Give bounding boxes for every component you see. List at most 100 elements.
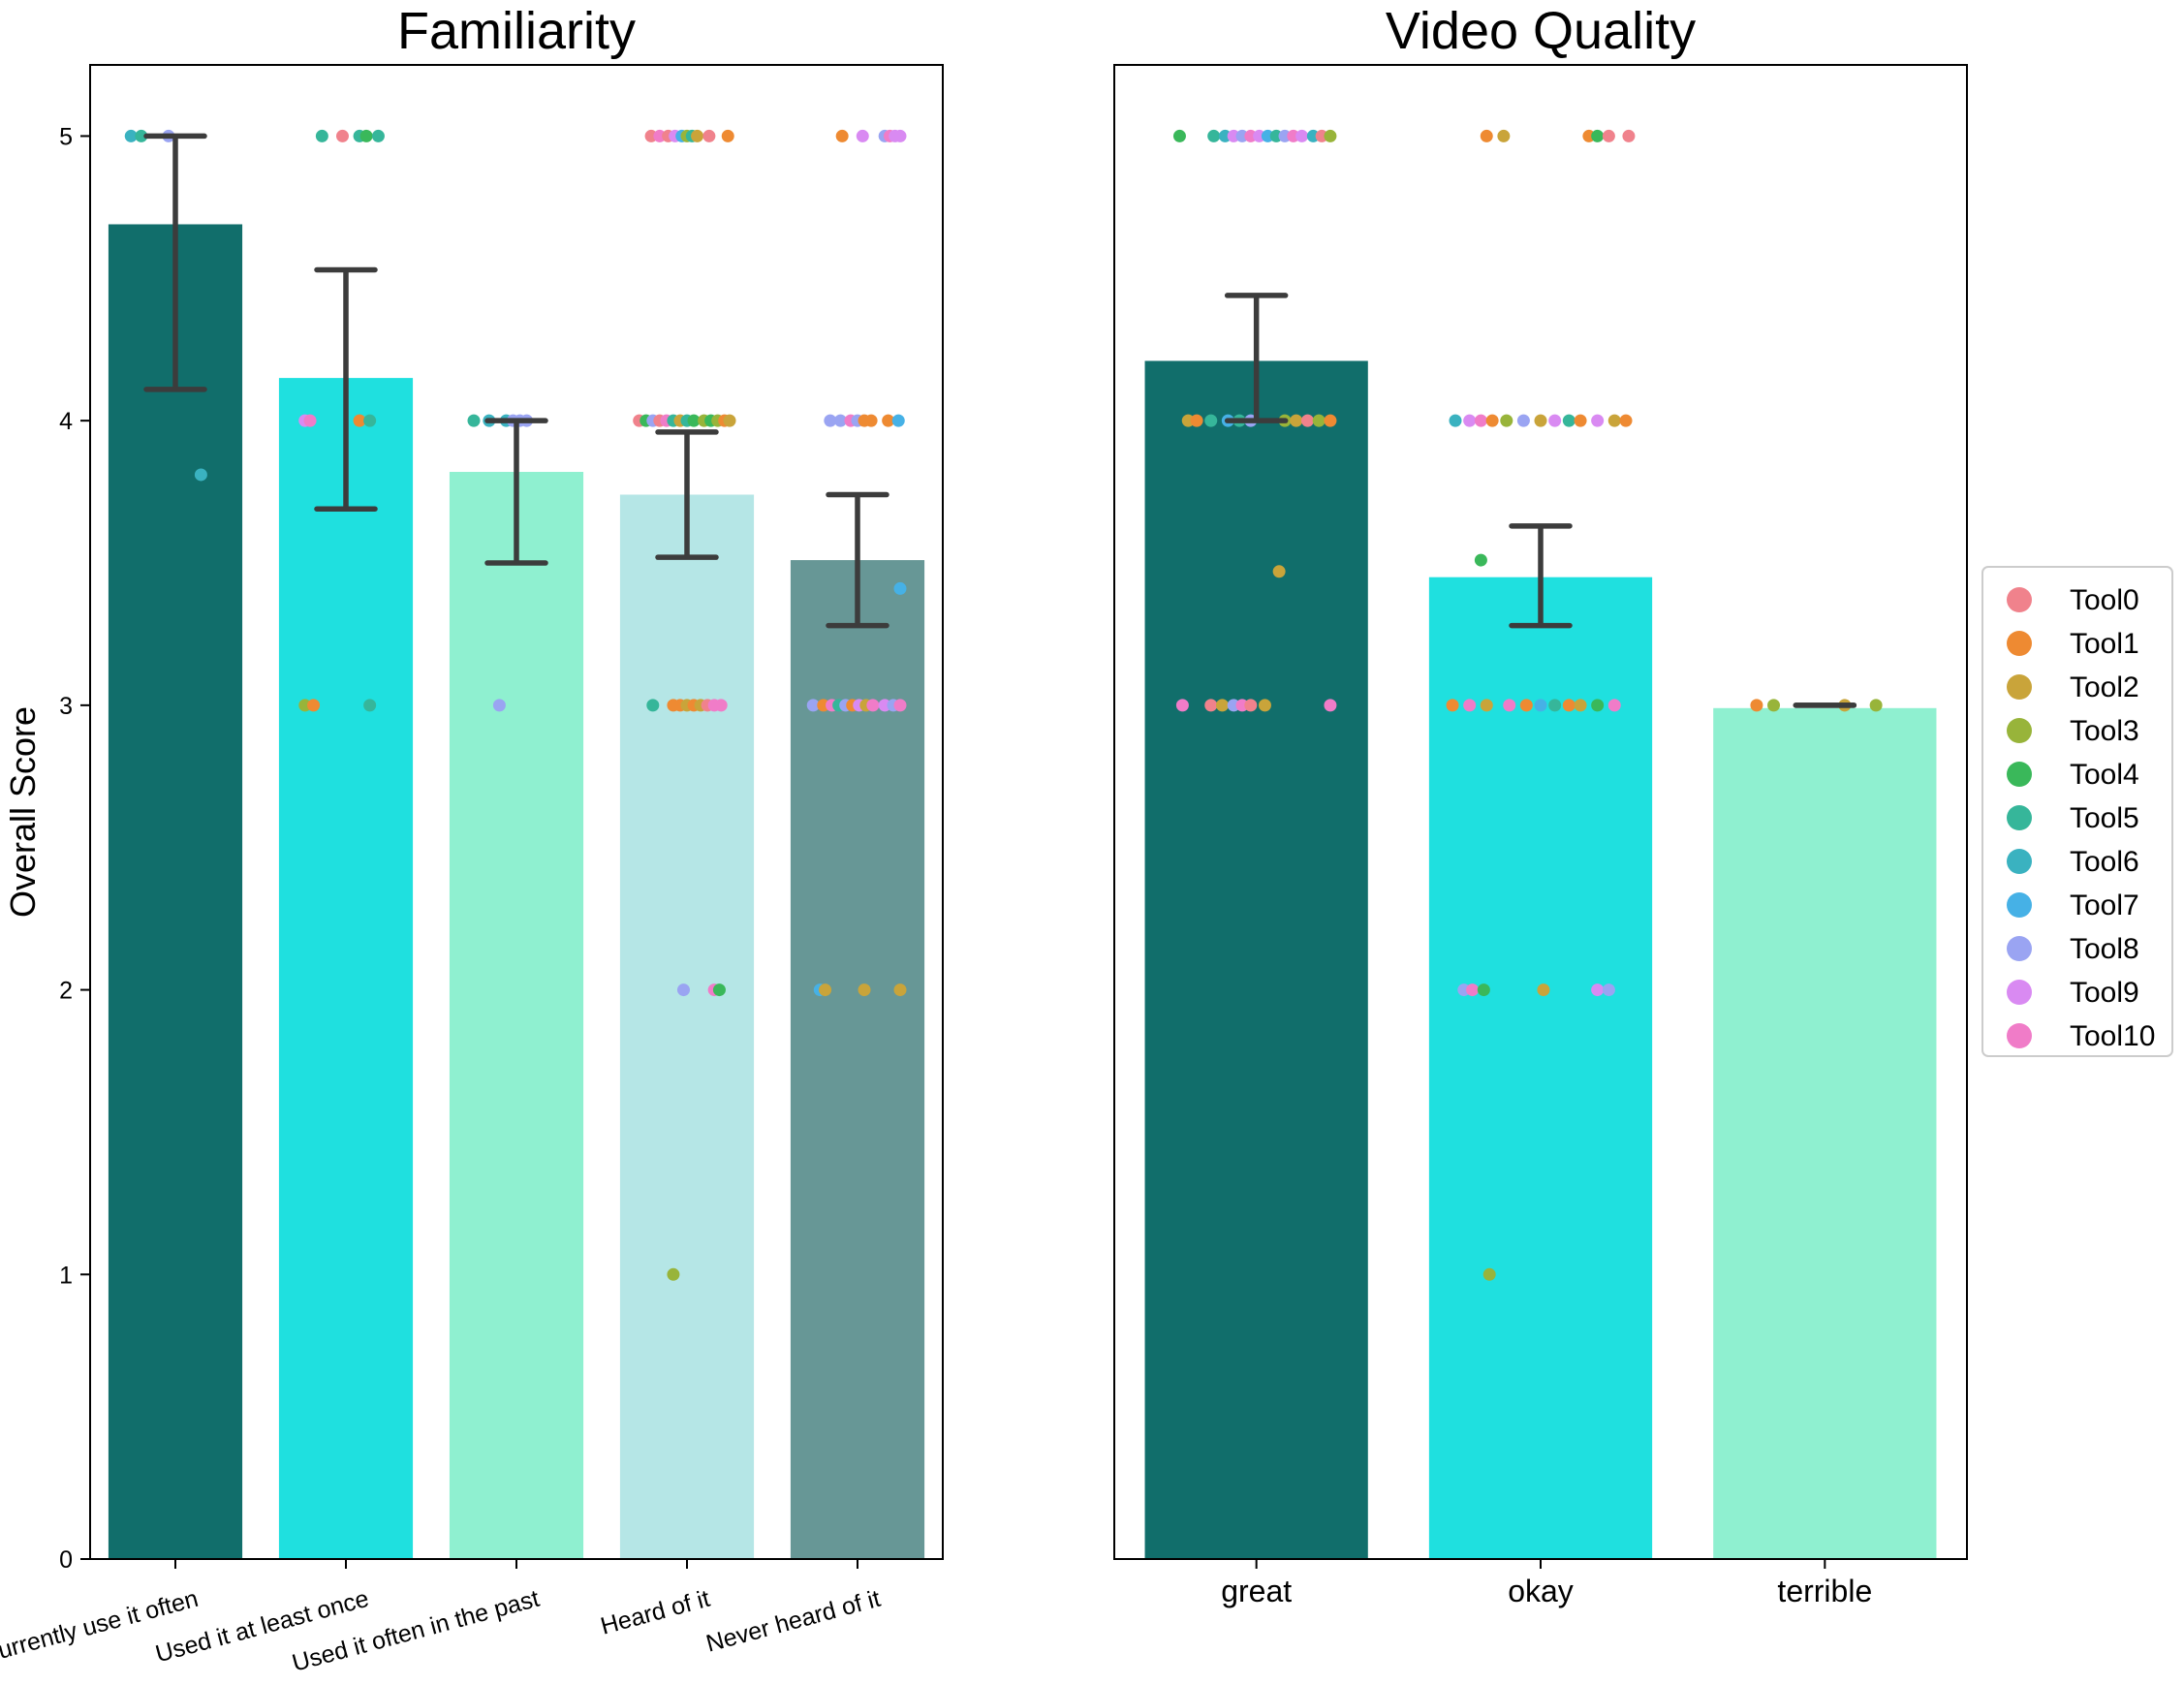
- legend-label: Tool5: [2070, 802, 2139, 834]
- data-point: [1258, 699, 1271, 712]
- data-point: [1480, 129, 1493, 142]
- data-point: [1485, 414, 1499, 427]
- data-point: [1574, 414, 1587, 427]
- legend-label: Tool9: [2070, 977, 2139, 1009]
- data-point: [806, 699, 820, 712]
- data-point: [1300, 414, 1314, 427]
- legend-label: Tool0: [2070, 584, 2139, 616]
- legend-marker: [2007, 1023, 2032, 1048]
- data-point: [1548, 414, 1562, 427]
- data-point: [315, 129, 328, 142]
- legend-label: Tool3: [2070, 715, 2139, 747]
- data-point: [1591, 699, 1605, 712]
- data-point: [893, 129, 907, 142]
- data-point: [467, 414, 481, 427]
- data-point: [1497, 129, 1511, 142]
- legend-label: Tool4: [2070, 759, 2139, 791]
- data-point: [819, 983, 832, 997]
- data-point: [864, 414, 878, 427]
- legend-marker: [2007, 892, 2032, 918]
- data-point: [124, 129, 138, 142]
- legend-marker: [2007, 674, 2032, 700]
- data-point: [492, 699, 506, 712]
- data-point: [882, 414, 895, 427]
- data-point: [824, 414, 837, 427]
- data-point: [721, 129, 734, 142]
- data-point: [1519, 699, 1533, 712]
- data-point: [723, 414, 736, 427]
- y-tick-label: 3: [59, 693, 73, 720]
- data-point: [1480, 699, 1493, 712]
- data-point: [1591, 983, 1605, 997]
- chart-title: Familiarity: [397, 2, 636, 60]
- data-point: [714, 699, 728, 712]
- legend-marker: [2007, 762, 2032, 787]
- y-tick-label: 1: [59, 1262, 73, 1289]
- data-point: [307, 699, 321, 712]
- bar-used-it-at-least-once: [278, 378, 414, 1560]
- bar-okay: [1428, 577, 1653, 1559]
- data-point: [335, 129, 349, 142]
- data-point: [1204, 414, 1218, 427]
- data-point: [194, 468, 207, 482]
- data-point: [1607, 699, 1621, 712]
- data-point: [1466, 983, 1480, 997]
- data-point: [303, 414, 317, 427]
- data-point: [1474, 414, 1487, 427]
- legend-label: Tool6: [2070, 846, 2139, 878]
- data-point: [1477, 983, 1490, 997]
- data-point: [835, 129, 849, 142]
- x-tick-label: Heard of it: [598, 1585, 713, 1640]
- data-point: [1449, 414, 1462, 427]
- video-quality-panel: Video Quality great okay terrible: [1113, 2, 1968, 1608]
- data-point: [363, 699, 377, 712]
- data-point: [1619, 414, 1633, 427]
- bar-used-it-often-in-the-past: [449, 472, 584, 1559]
- data-point: [1482, 1267, 1496, 1281]
- data-point: [1244, 699, 1258, 712]
- data-point: [1312, 414, 1326, 427]
- data-point: [858, 983, 871, 997]
- data-point: [1750, 699, 1763, 712]
- data-point: [1215, 699, 1229, 712]
- bar-heard-of-it: [619, 494, 755, 1560]
- data-point: [1622, 129, 1636, 142]
- data-point: [1516, 414, 1530, 427]
- bar-currently-use-it-often: [108, 224, 243, 1560]
- legend-marker: [2007, 805, 2032, 830]
- data-point: [1324, 414, 1337, 427]
- data-point: [363, 414, 377, 427]
- legend-label: Tool8: [2070, 933, 2139, 965]
- legend-marker: [2007, 936, 2032, 961]
- data-point: [1204, 699, 1218, 712]
- data-point: [353, 414, 366, 427]
- legend-marker: [2007, 849, 2032, 874]
- data-point: [691, 129, 704, 142]
- data-point: [1446, 699, 1459, 712]
- legend-marker: [2007, 587, 2032, 612]
- data-point: [1591, 414, 1605, 427]
- legend-marker: [2007, 980, 2032, 1005]
- data-point: [1548, 699, 1562, 712]
- data-point: [135, 129, 148, 142]
- data-point: [1537, 983, 1550, 997]
- data-point: [646, 699, 660, 712]
- legend-marker: [2007, 718, 2032, 743]
- data-point: [1602, 983, 1615, 997]
- bar-great: [1144, 360, 1368, 1559]
- legend-label: Tool1: [2070, 628, 2139, 660]
- y-tick-label: 5: [59, 123, 73, 150]
- data-point: [712, 983, 726, 997]
- data-point: [1207, 129, 1221, 142]
- legend-label: Tool7: [2070, 889, 2139, 921]
- data-point: [893, 581, 907, 595]
- y-tick-label: 0: [59, 1546, 73, 1574]
- data-point: [667, 1267, 680, 1281]
- legend-label: Tool2: [2070, 671, 2139, 703]
- data-point: [1295, 129, 1309, 142]
- y-tick-label: 4: [59, 408, 73, 435]
- data-point: [1175, 699, 1189, 712]
- x-tick-label: okay: [1508, 1574, 1574, 1608]
